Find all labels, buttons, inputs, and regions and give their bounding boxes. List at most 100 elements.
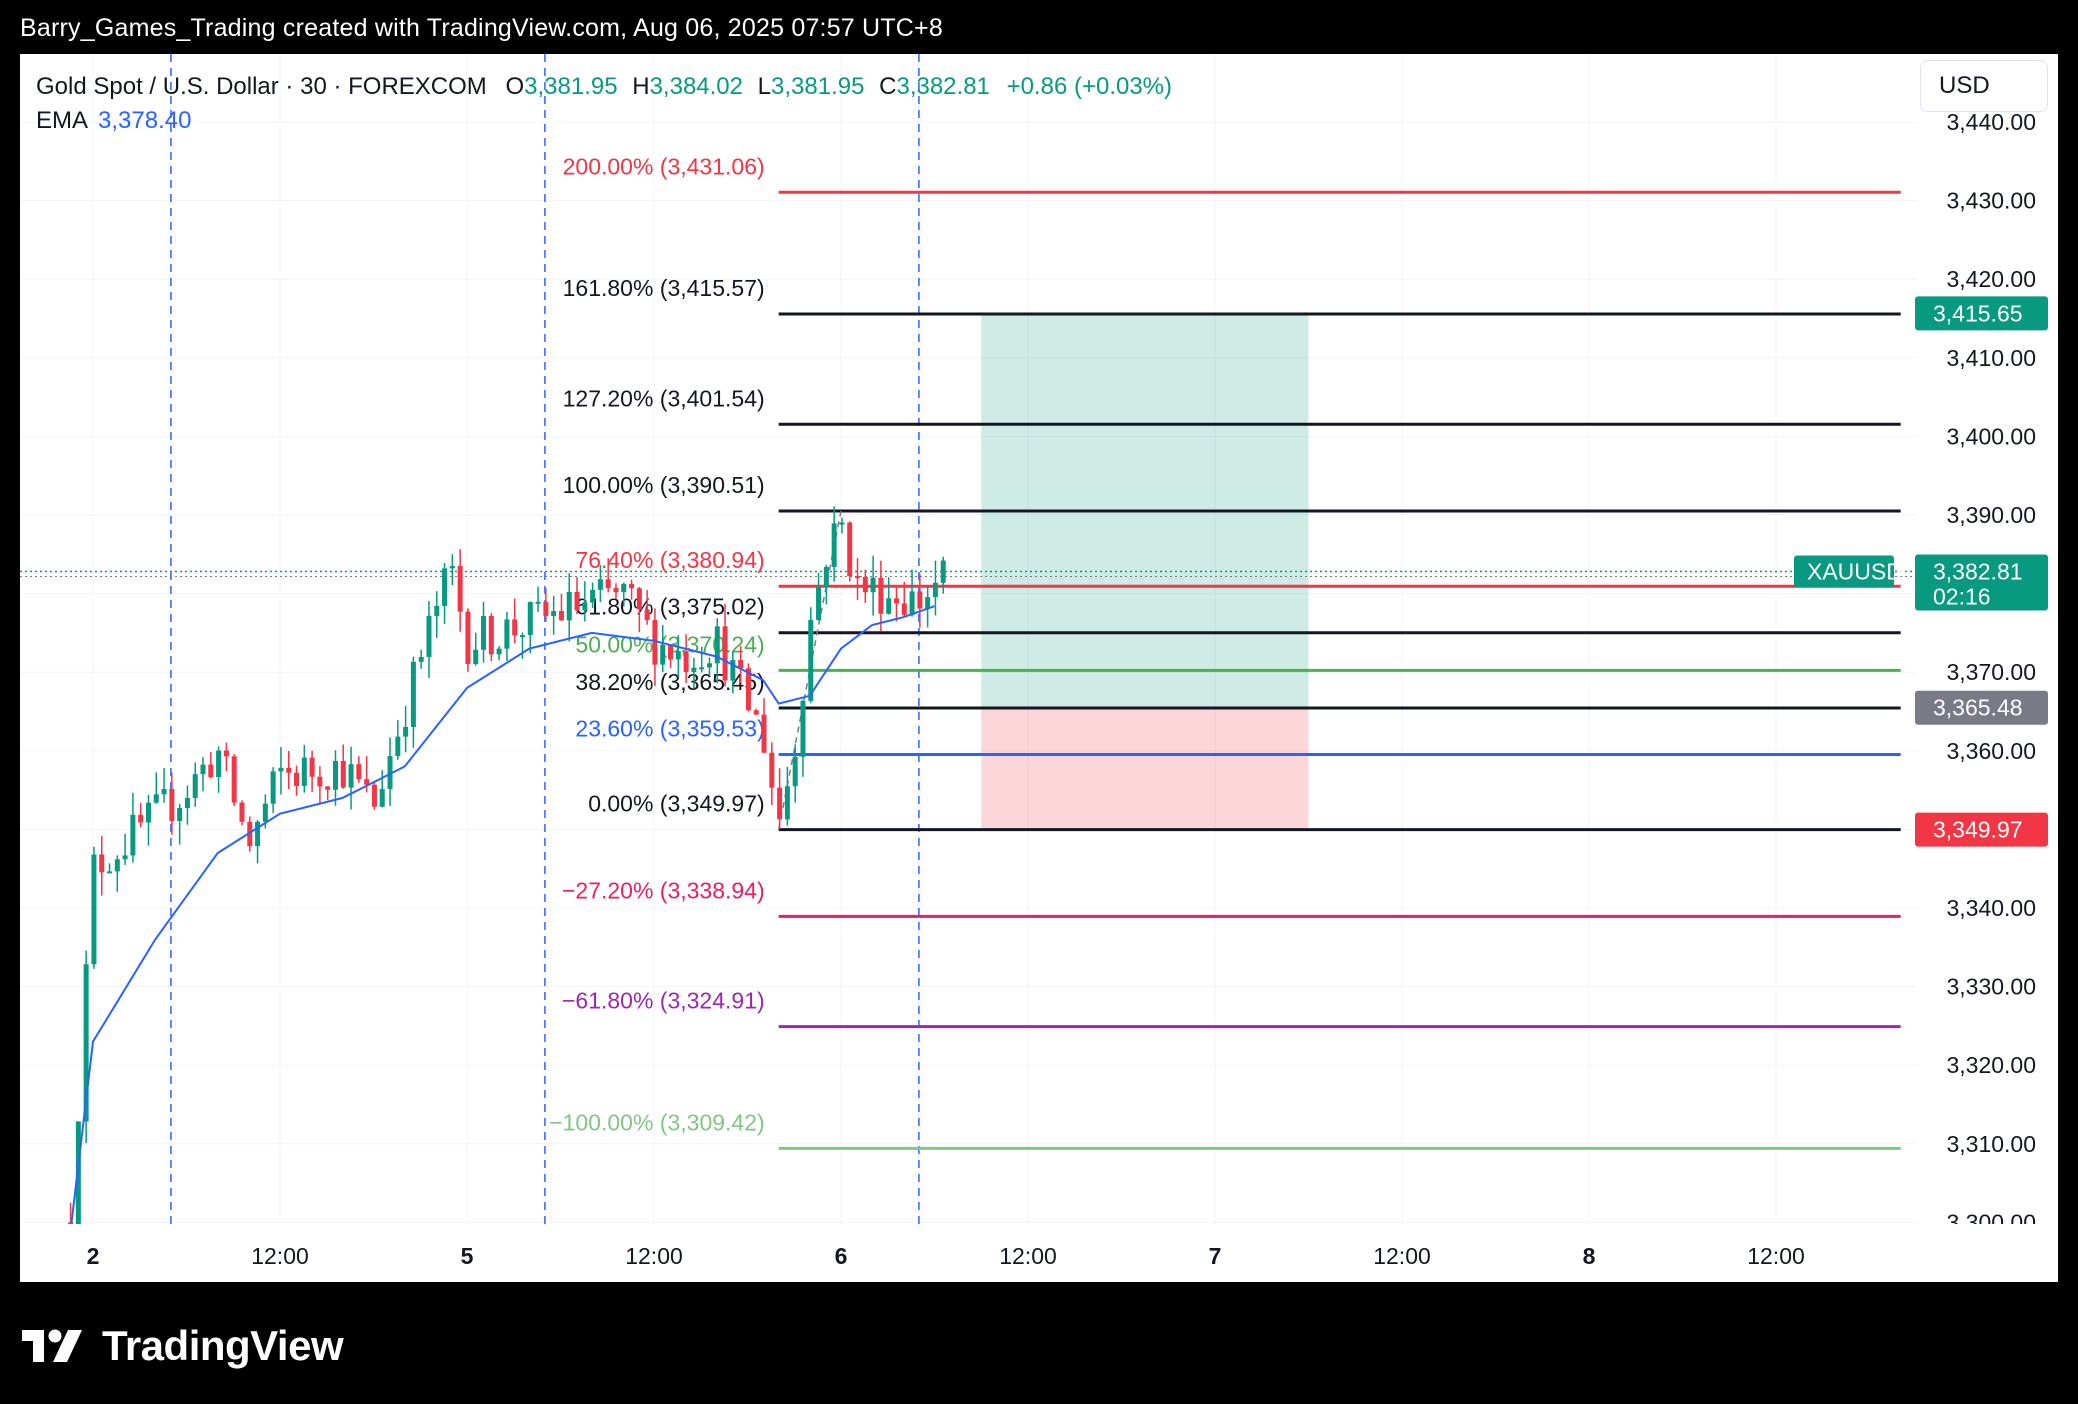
candle-body [566,591,572,621]
candle-body [278,767,284,772]
fib-level-label: 0.00% (3,349.97) [588,791,764,817]
candle-body [130,814,136,856]
currency-selector[interactable]: USD [1920,60,2048,112]
candle-body [200,764,206,775]
low-label: L [757,73,772,100]
target-price-label: 3,415.65 [1933,300,2023,326]
low-value: 3,381.95 [771,73,865,100]
candle-body [340,760,346,788]
entry-price-label: 3,365.48 [1933,695,2023,721]
price-axis-tick: 3,440.00 [1946,109,2036,135]
time-axis-tick: 12:00 [999,1243,1057,1269]
close-label: C [879,73,897,100]
candle-body [777,787,783,820]
candle-body [239,802,245,822]
candle-body [652,620,658,665]
candle-body [668,645,674,660]
candle-body [184,798,190,809]
fib-level-label: 76.40% (3,380.94) [575,547,764,573]
price-axis-tick: 3,360.00 [1946,738,2036,764]
candle-body [83,964,89,1122]
price-axis-tick: 3,410.00 [1946,345,2036,371]
ema-value: 3,378.40 [98,107,192,134]
candle-body [356,764,362,780]
current-price-label: 3,382.81 [1933,559,2023,585]
tradingview-brand[interactable]: TradingView [22,1316,344,1376]
candle-body [465,611,471,664]
candle-body [722,626,728,681]
candle-body [862,576,868,593]
candle-body [442,568,448,606]
candle-body [683,651,689,673]
current-price-label-countdown: 02:16 [1933,584,1991,610]
candle-body [816,586,822,620]
candle-body [714,626,720,664]
candle-body [691,667,697,673]
grid-lines [20,54,1917,1224]
price-axis-tick: 3,420.00 [1946,266,2036,292]
position-loss-zone [981,707,1309,830]
candle-body [901,603,907,615]
candle-body [309,757,315,777]
price-axis-tick: 3,390.00 [1946,502,2036,528]
candle-body [917,591,923,609]
candle-body [582,602,588,611]
candle-body [636,588,642,610]
candle-body [909,591,915,615]
candle-body [262,803,268,822]
candle-body [730,659,736,681]
fib-level-label: 161.80% (3,415.57) [563,275,765,301]
fib-level-label: −100.00% (3,309.42) [549,1109,764,1135]
time-axis-tick: 12:00 [251,1243,309,1269]
price-axis-tick: 3,430.00 [1946,188,2036,214]
fib-level-label: 38.20% (3,365.45) [575,669,764,695]
candle-body [410,661,416,727]
candle-body [800,700,806,757]
price-axis-tick: 3,340.00 [1946,895,2036,921]
candle-body [699,667,705,670]
fib-level-label: 23.60% (3,359.53) [575,715,764,741]
fib-level-label: −61.80% (3,324.91) [562,988,765,1014]
chart-legend: Gold Spot / U.S. Dollar · 30 · FOREXCOM … [36,70,1172,138]
price-axis-tick: 3,330.00 [1946,974,2036,1000]
price-axis-tick: 3,370.00 [1946,659,2036,685]
candle-body [294,772,300,786]
candle-body [395,736,401,757]
candle-body [473,649,479,664]
candle-body [574,591,580,611]
candle-body [605,579,611,589]
price-chart[interactable]: 200.00% (3,431.06) 161.80% (3,415.57) 127.… [20,54,2058,1282]
candle-body [177,808,183,822]
candle-body [551,611,557,616]
candle-body [745,668,751,711]
candle-body [192,774,198,799]
candle-body [855,576,861,579]
chart-area[interactable]: 200.00% (3,431.06) 161.80% (3,415.57) 127.… [20,54,2058,1282]
open-value: 3,381.95 [524,73,618,100]
candle-body [145,802,151,823]
current-price-label-bg [1915,554,2048,611]
candle-body [769,752,775,788]
candle-body [543,601,549,616]
symbol-tag-bg [1794,555,1894,588]
candle-body [761,714,767,753]
candle-body [660,645,666,665]
candle-body [223,750,229,757]
candle-body [753,710,759,715]
ema-row[interactable]: EMA 3,378.40 [36,104,1172,138]
candle-body [247,821,253,847]
candle-body [169,789,175,822]
candle-body [403,726,409,737]
candle-body [613,588,619,593]
price-axis-tick: 3,400.00 [1946,423,2036,449]
candle-body [831,523,837,567]
candle-body [449,566,455,569]
stop-price-label-bg [1915,812,2048,847]
symbol-title[interactable]: Gold Spot / U.S. Dollar · 30 · FOREXCOM [36,73,487,100]
candle-body [426,615,432,657]
candle-body [488,616,494,655]
candle-body [706,663,712,668]
candle-body [387,756,393,789]
candle-body [527,602,533,636]
candle-body [597,579,603,590]
